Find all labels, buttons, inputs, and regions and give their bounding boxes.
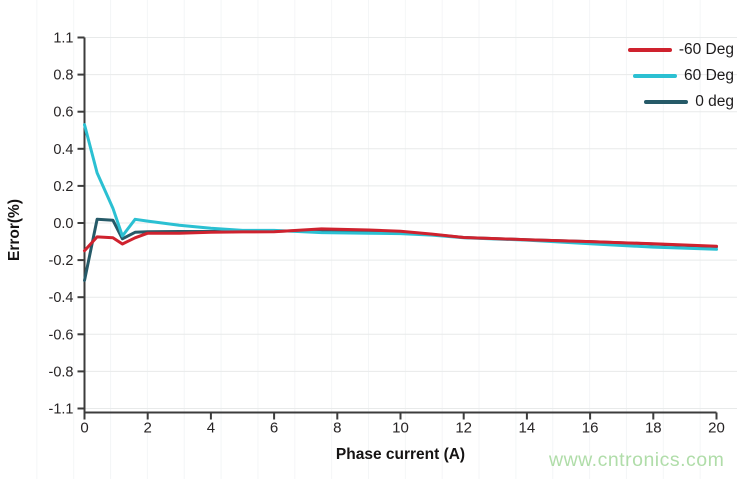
y-tick-label: 0.6: [53, 105, 73, 121]
legend-label-60-deg: 60 Deg: [684, 67, 734, 84]
x-tick-label: 20: [708, 420, 725, 437]
y-tick-label: 1.1: [53, 31, 73, 47]
y-tick-label: -1.1: [49, 402, 74, 418]
x-tick-label: 18: [645, 420, 662, 437]
x-axis-title: Phase current (A): [335, 446, 466, 463]
legend-label-minus-60-deg: -60 Deg: [678, 41, 734, 58]
x-tick-label: 2: [144, 420, 152, 437]
legend-item-60-deg: 60 Deg: [628, 67, 734, 85]
legend-swatch-minus-60-deg: [627, 48, 672, 52]
series-line-0-deg: [83, 217, 718, 282]
x-tick-label: 4: [207, 420, 215, 437]
x-tick-label: 6: [270, 420, 278, 437]
x-tick-label: 0: [80, 420, 88, 437]
series-line--60-deg: [83, 227, 718, 253]
x-tick-label: 12: [455, 420, 472, 437]
y-tick-label: -0.8: [49, 364, 74, 380]
legend-label-0-deg: 0 deg: [695, 93, 734, 110]
watermark-text[interactable]: www.cntronics.com: [549, 449, 725, 471]
x-tick-label: 16: [582, 420, 599, 437]
y-tick-label: -0.2: [49, 253, 74, 269]
y-axis-title: Error(%): [6, 199, 23, 262]
y-tick-label: 0.4: [53, 142, 73, 158]
legend-swatch-60-deg: [633, 74, 678, 78]
legend-item-0-deg: 0 deg: [628, 93, 734, 111]
y-tick-label: 0.8: [53, 68, 73, 84]
legend-swatch-0-deg: [644, 100, 689, 104]
legend-item-minus-60-deg: -60 Deg: [627, 41, 734, 59]
x-tick-label: 14: [519, 420, 536, 437]
chart-legend: -60 Deg 60 Deg 0 deg: [627, 41, 734, 119]
y-tick-label: -0.4: [49, 290, 74, 306]
y-tick-label: 0.2: [53, 179, 73, 195]
y-tick-label: -0.6: [49, 327, 74, 343]
x-tick-label: 10: [392, 420, 409, 437]
x-tick-label: 8: [333, 420, 341, 437]
y-tick-label: 0.0: [53, 216, 73, 232]
